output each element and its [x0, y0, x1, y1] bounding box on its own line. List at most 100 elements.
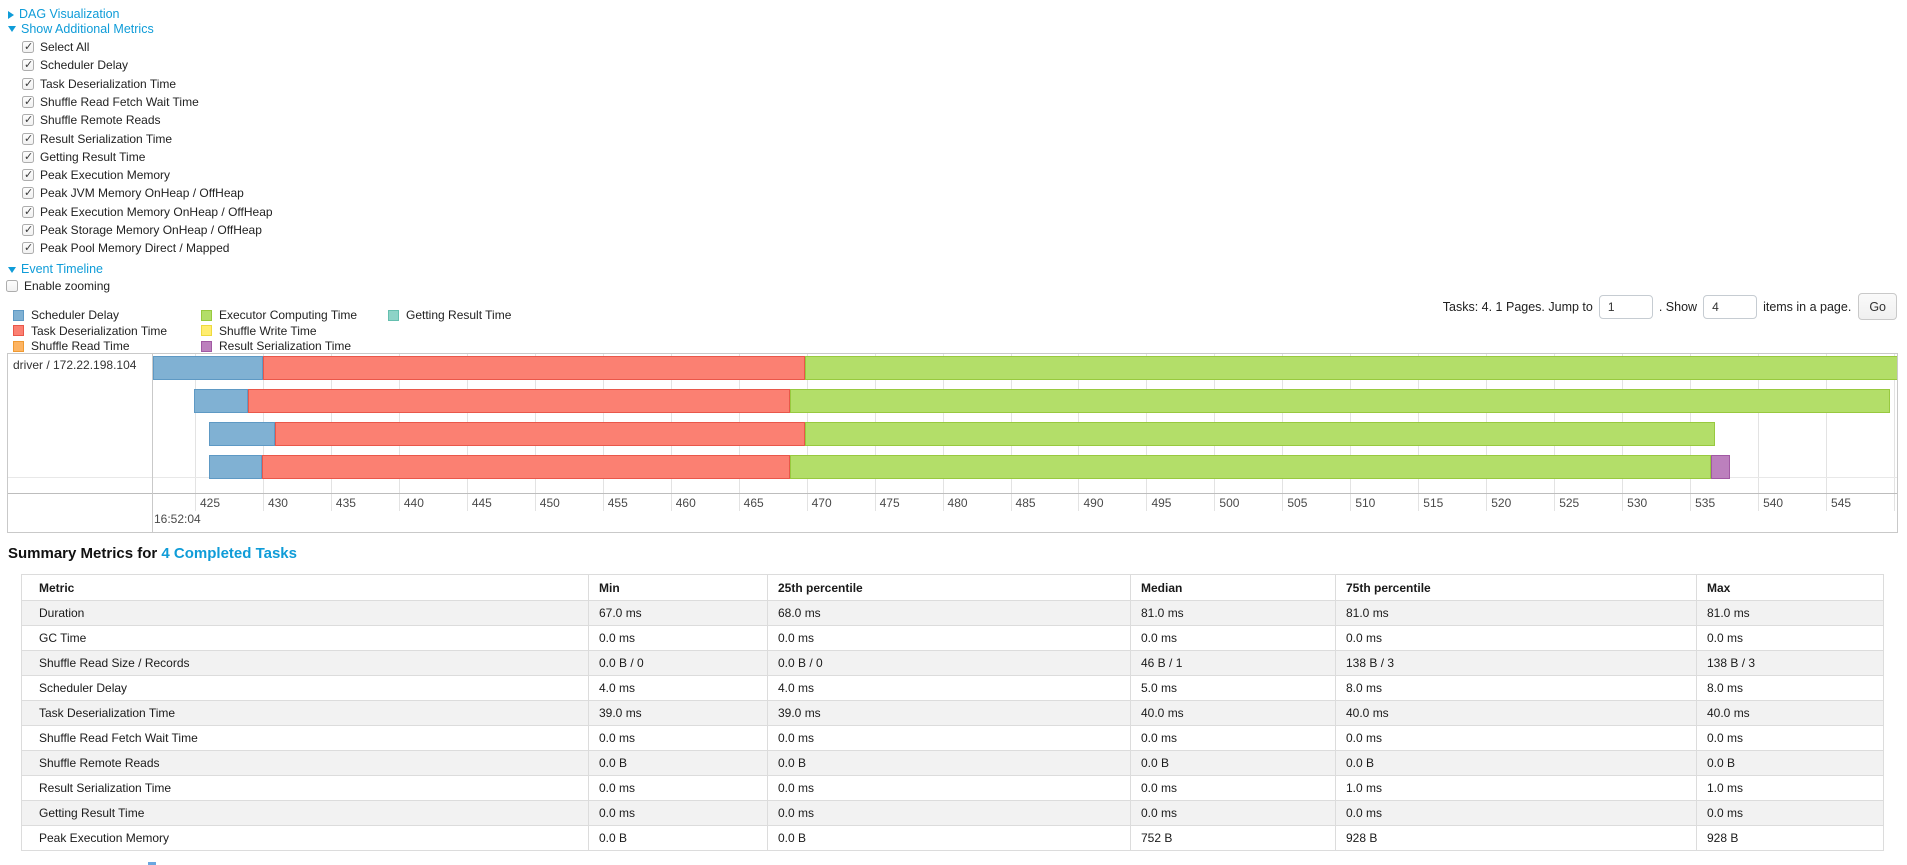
axis-tick-label: 430	[267, 496, 288, 510]
legend-item-shuffle_write: Shuffle Write Time	[201, 324, 317, 338]
table-row: Result Serialization Time 0.0 ms 0.0 ms 0.0…	[21, 775, 1884, 801]
task-bar-row[interactable]	[8, 422, 1897, 446]
gridline	[195, 354, 196, 511]
checkbox-icon[interactable]	[22, 132, 34, 145]
metric-name-cell: Shuffle Read Fetch Wait Time	[21, 725, 589, 751]
legend-label: Executor Computing Time	[219, 308, 358, 322]
task-segment-task_deserialization[interactable]	[262, 356, 806, 380]
metric-name-cell: Duration	[21, 600, 589, 626]
task-bar-row[interactable]	[8, 389, 1897, 413]
checkbox-icon[interactable]	[22, 113, 34, 127]
axis-tick-label: 545	[1831, 496, 1852, 510]
metric-option-scheduler-delay[interactable]: Scheduler Delay	[22, 58, 128, 72]
task-segment-scheduler_delay[interactable]	[208, 422, 276, 446]
axis-tick-label: 470	[811, 496, 832, 510]
table-row: GC Time 0.0 ms 0.0 ms 0.0 ms 0.0 ms 0.0 ms	[21, 625, 1884, 651]
checkbox-icon[interactable]	[22, 205, 34, 218]
gridline	[1826, 354, 1828, 511]
metric-value-cell: 0.0 ms	[1335, 725, 1697, 751]
task-segment-scheduler_delay[interactable]	[208, 455, 262, 479]
metric-value-cell: 0.0 B / 0	[588, 650, 768, 676]
metric-option-shuffle-remote-reads[interactable]: Shuffle Remote Reads	[22, 113, 161, 127]
metric-option-peak-execution-memory[interactable]: Peak Execution Memory	[22, 168, 170, 182]
checkbox-icon[interactable]	[22, 40, 34, 53]
legend-swatch-icon	[201, 325, 212, 337]
metric-option-shuffle-read-fetch-wait-time[interactable]: Shuffle Read Fetch Wait Time	[22, 95, 199, 109]
checkbox-icon[interactable]	[22, 241, 34, 255]
legend-swatch-icon	[388, 309, 399, 321]
show-additional-metrics-label: Show Additional Metrics	[21, 21, 154, 36]
completed-tasks-link[interactable]: 4 Completed Tasks	[161, 545, 297, 562]
table-row: Getting Result Time 0.0 ms 0.0 ms 0.0 ms 0.0…	[21, 800, 1884, 826]
checkbox-icon[interactable]	[22, 223, 34, 236]
metric-value-cell: 81.0 ms	[1696, 600, 1884, 626]
legend-swatch-icon	[13, 340, 24, 352]
metric-option-peak-execution-memory-onheap-offheap[interactable]: Peak Execution Memory OnHeap / OffHeap	[22, 205, 273, 219]
metric-value-cell: 39.0 ms	[588, 700, 768, 726]
metric-name-cell: Getting Result Time	[21, 800, 589, 826]
jump-to-page-input[interactable]	[1598, 294, 1653, 319]
checkbox-icon[interactable]	[22, 150, 34, 163]
task-segment-executor_computing[interactable]	[790, 389, 1890, 413]
axis-tick-label: 445	[471, 496, 492, 510]
clipped-next-section	[148, 862, 156, 865]
metric-value-cell: 0.0 ms	[1335, 800, 1697, 826]
task-segment-scheduler_delay[interactable]	[152, 356, 263, 380]
checkbox-icon[interactable]	[22, 95, 34, 108]
axis-tick-label: 465	[743, 496, 764, 510]
task-bar-row[interactable]	[8, 356, 1897, 380]
task-segment-executor_computing[interactable]	[805, 422, 1715, 446]
metric-value-cell: 0.0 ms	[767, 800, 1131, 826]
metric-value-cell: 0.0 B	[767, 750, 1131, 776]
task-segment-task_deserialization[interactable]	[261, 455, 791, 479]
metric-name-cell: Shuffle Read Size / Records	[21, 650, 589, 676]
metric-value-cell: 0.0 B	[588, 750, 768, 776]
metric-value-cell: 0.0 B	[1335, 750, 1697, 776]
task-segment-scheduler_delay[interactable]	[193, 389, 248, 413]
dag-visualization-toggle[interactable]: DAG Visualization	[8, 7, 120, 21]
task-segment-task_deserialization[interactable]	[248, 389, 791, 413]
task-segment-executor_computing[interactable]	[805, 356, 1897, 380]
show-additional-metrics-toggle[interactable]: Show Additional Metrics	[8, 22, 154, 36]
metric-option-peak-pool-memory-direct-mapped[interactable]: Peak Pool Memory Direct / Mapped	[22, 241, 229, 255]
axis-tick-label: 475	[879, 496, 900, 510]
metric-option-result-serialization-time[interactable]: Result Serialization Time	[22, 132, 172, 146]
metric-value-cell: 0.0 ms	[1696, 800, 1884, 826]
enable-zooming-option[interactable]: Enable zooming	[6, 279, 110, 293]
event-timeline-toggle[interactable]: Event Timeline	[8, 262, 103, 276]
legend-label: Result Serialization Time	[219, 339, 352, 354]
task-bar-row[interactable]	[8, 455, 1897, 479]
checkbox-icon[interactable]	[22, 77, 34, 90]
metric-value-cell: 39.0 ms	[767, 700, 1131, 726]
metric-value-cell: 0.0 ms	[588, 800, 768, 826]
checkbox-icon[interactable]	[22, 58, 34, 72]
legend-label: Scheduler Delay	[31, 308, 120, 322]
event-timeline-chart: driver / 172.22.198.104 425 430 435 440 445 4…	[7, 353, 1898, 533]
legend-item-scheduler_delay: Scheduler Delay	[13, 308, 119, 322]
metric-name-cell: Result Serialization Time	[21, 775, 589, 801]
metric-option-peak-jvm-memory-onheap-offheap[interactable]: Peak JVM Memory OnHeap / OffHeap	[22, 186, 244, 200]
table-row: Task Deserialization Time 39.0 ms 39.0 ms 4…	[21, 700, 1884, 726]
checkbox-icon[interactable]	[22, 186, 34, 200]
metric-value-cell: 4.0 ms	[767, 675, 1131, 701]
metric-option-select-all[interactable]: Select All	[22, 40, 89, 54]
axis-tick-label: 485	[1015, 496, 1036, 510]
task-segment-task_deserialization[interactable]	[275, 422, 806, 446]
checkbox-label: Peak Pool Memory Direct / Mapped	[40, 241, 230, 256]
task-segment-result_serialization[interactable]	[1710, 455, 1730, 479]
axis-tick-label: 460	[675, 496, 696, 510]
enable-zooming-checkbox[interactable]	[6, 280, 18, 292]
go-button[interactable]: Go	[1858, 293, 1897, 320]
items-per-page-input[interactable]	[1703, 294, 1758, 319]
legend-swatch-icon	[201, 309, 212, 321]
metric-option-getting-result-time[interactable]: Getting Result Time	[22, 150, 145, 164]
metric-option-task-deserialization-time[interactable]: Task Deserialization Time	[22, 77, 176, 91]
task-segment-executor_computing[interactable]	[790, 455, 1711, 479]
checkbox-label: Task Deserialization Time	[40, 76, 177, 91]
checkbox-icon[interactable]	[22, 168, 34, 182]
checkbox-label: Peak JVM Memory OnHeap / OffHeap	[40, 186, 244, 201]
event-timeline-label: Event Timeline	[21, 262, 103, 276]
axis-tick-label: 495	[1151, 496, 1172, 510]
metric-option-peak-storage-memory-onheap-offheap[interactable]: Peak Storage Memory OnHeap / OffHeap	[22, 223, 262, 237]
legend-label: Shuffle Read Time	[31, 339, 130, 354]
